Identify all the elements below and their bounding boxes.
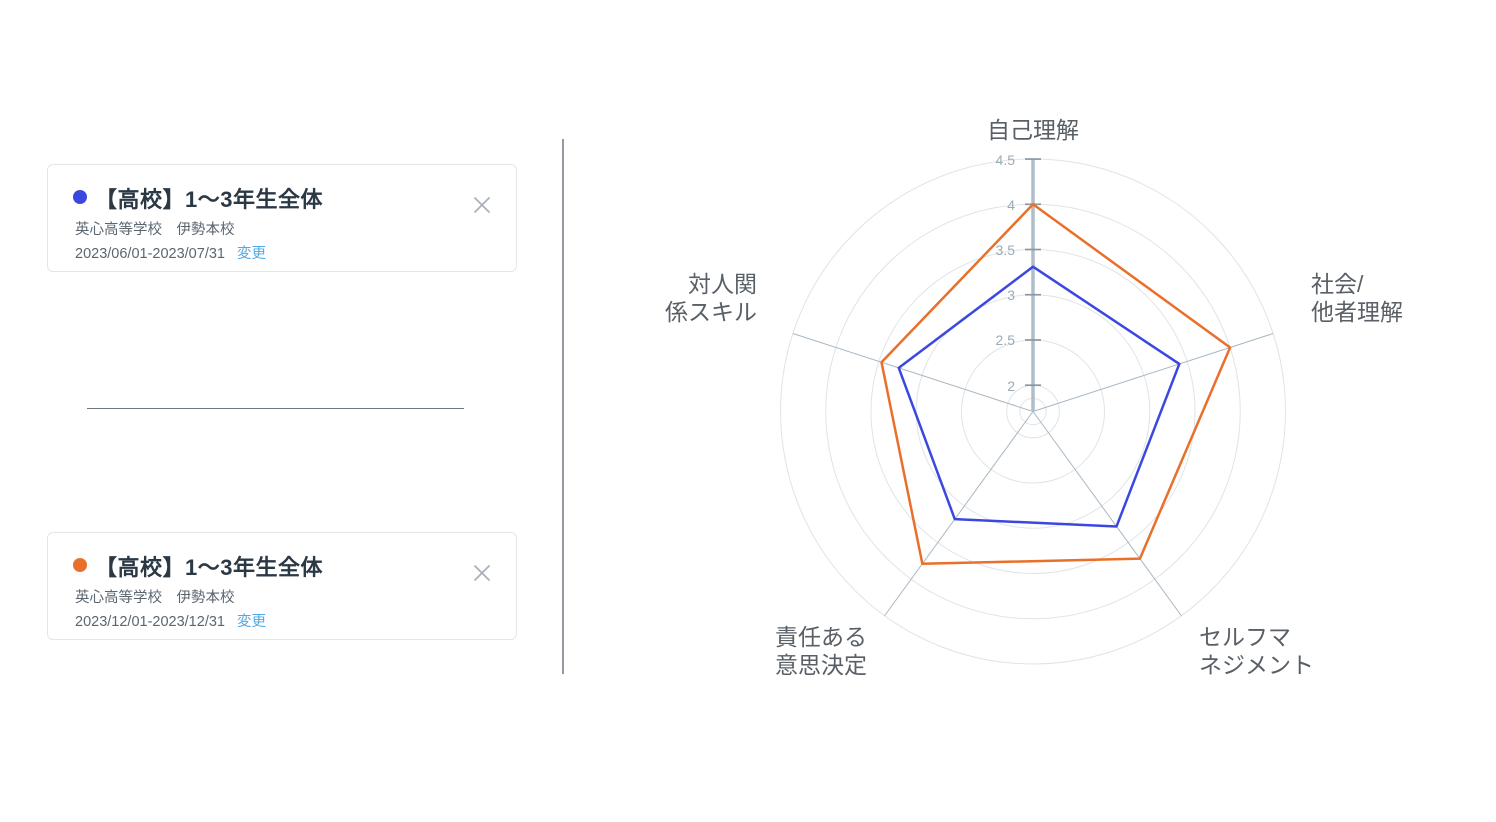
svg-text:係スキル: 係スキル <box>665 299 757 325</box>
svg-text:セルフマ: セルフマ <box>1199 624 1291 650</box>
svg-text:責任ある: 責任ある <box>775 624 867 650</box>
svg-text:社会/: 社会/ <box>1311 271 1364 297</box>
svg-text:対人関: 対人関 <box>688 271 757 297</box>
svg-text:他者理解: 他者理解 <box>1311 299 1403 325</box>
svg-text:3.5: 3.5 <box>996 242 1016 258</box>
svg-text:自己理解: 自己理解 <box>987 117 1079 143</box>
svg-text:4.5: 4.5 <box>996 152 1016 168</box>
svg-text:意思決定: 意思決定 <box>775 652 867 678</box>
svg-text:3: 3 <box>1007 287 1015 303</box>
svg-text:ネジメント: ネジメント <box>1199 652 1314 678</box>
svg-text:4: 4 <box>1007 197 1015 213</box>
svg-text:2.5: 2.5 <box>996 332 1016 348</box>
svg-text:2: 2 <box>1007 378 1015 394</box>
